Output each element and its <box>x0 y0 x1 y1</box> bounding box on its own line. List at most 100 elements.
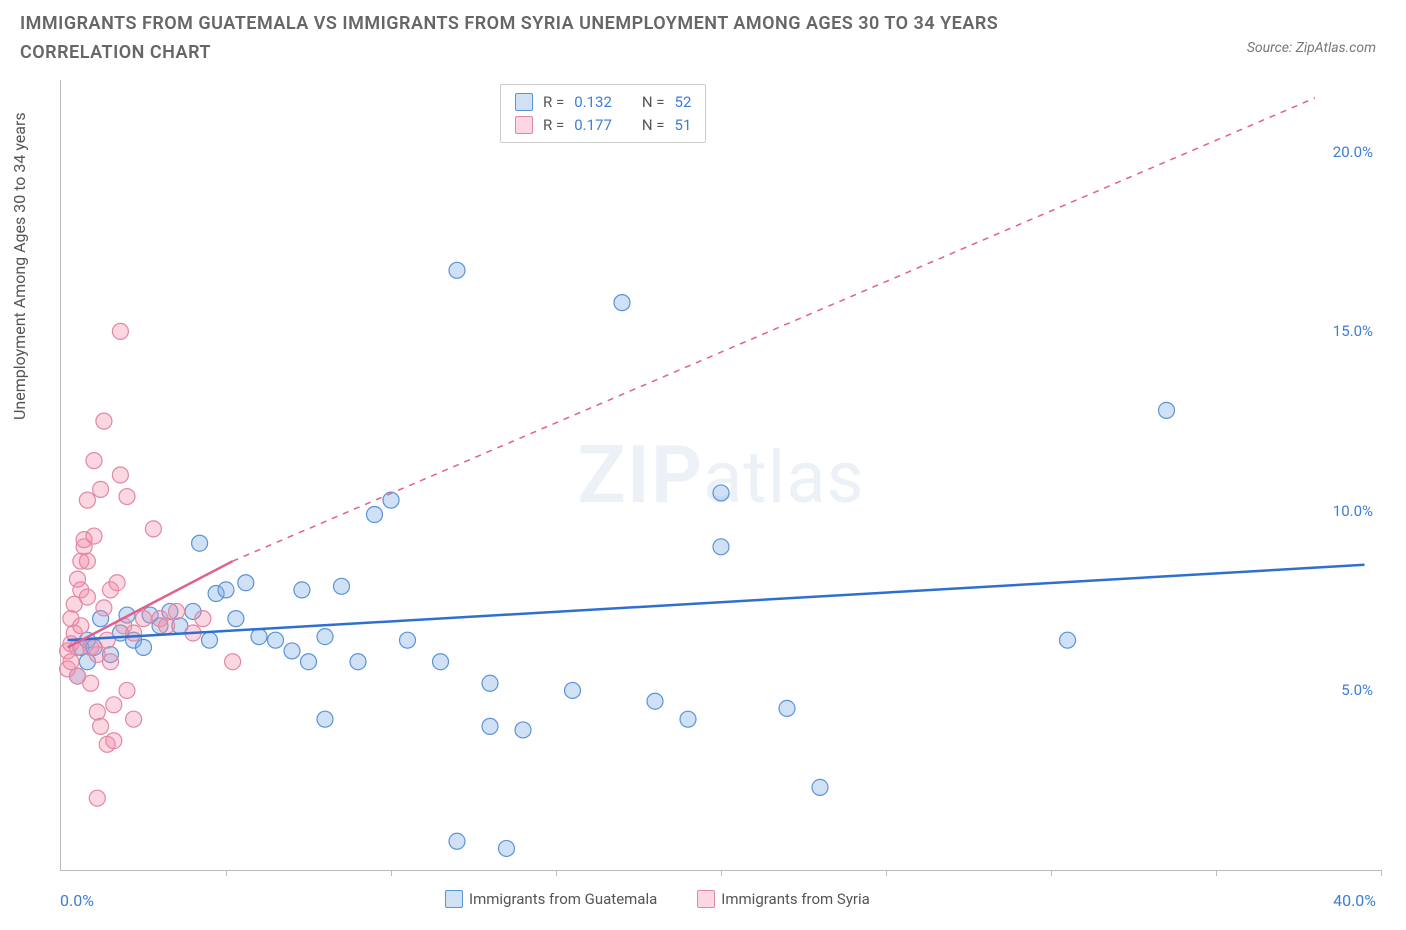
data-point <box>482 675 498 691</box>
data-point <box>89 704 105 720</box>
data-point <box>112 467 128 483</box>
correlation-legend: R = 0.132 N = 52 R = 0.177 N = 51 <box>500 84 706 143</box>
data-point <box>449 833 465 849</box>
data-point <box>317 629 333 645</box>
legend-n-guatemala: 52 <box>675 91 692 114</box>
x-tick <box>556 870 557 876</box>
data-point <box>499 840 515 856</box>
x-tick <box>886 870 887 876</box>
data-point <box>79 589 95 605</box>
data-point <box>119 682 135 698</box>
data-point <box>812 779 828 795</box>
legend-item-guatemala: Immigrants from Guatemala <box>445 890 657 908</box>
data-point <box>225 654 241 670</box>
y-tick-label: 10.0% <box>1333 502 1373 520</box>
data-point <box>112 323 128 339</box>
trend-line <box>68 565 1365 640</box>
y-tick-label: 20.0% <box>1333 143 1373 161</box>
swatch-syria <box>515 116 533 134</box>
swatch-guatemala <box>445 890 463 908</box>
data-point <box>647 693 663 709</box>
data-point <box>294 582 310 598</box>
series-legend: Immigrants from Guatemala Immigrants fro… <box>445 890 870 908</box>
data-point <box>284 643 300 659</box>
legend-r-label: R = <box>543 114 564 137</box>
data-point <box>565 682 581 698</box>
legend-row-syria: R = 0.177 N = 51 <box>515 114 691 137</box>
data-point <box>89 790 105 806</box>
data-point <box>317 711 333 727</box>
source-attribution: Source: ZipAtlas.com <box>1247 40 1376 56</box>
data-point <box>169 603 185 619</box>
data-point <box>301 654 317 670</box>
data-point <box>238 575 254 591</box>
data-point <box>99 632 115 648</box>
chart-area: ZIPatlas 5.0%10.0%15.0%20.0% <box>60 80 1380 870</box>
legend-n-label: N = <box>642 91 665 114</box>
data-point <box>83 675 99 691</box>
data-point <box>79 553 95 569</box>
data-point <box>103 654 119 670</box>
x-tick <box>1051 870 1052 876</box>
legend-n-label: N = <box>642 114 665 137</box>
data-point <box>119 489 135 505</box>
x-axis-min-label: 0.0% <box>60 891 94 910</box>
y-tick-label: 5.0% <box>1341 681 1373 699</box>
data-point <box>1060 632 1076 648</box>
data-point <box>79 492 95 508</box>
data-point <box>350 654 366 670</box>
data-point <box>515 722 531 738</box>
scatter-svg <box>61 80 1381 870</box>
data-point <box>251 629 267 645</box>
y-axis-label: Unemployment Among Ages 30 to 34 years <box>10 112 29 420</box>
data-point <box>433 654 449 670</box>
data-point <box>268 632 284 648</box>
x-tick <box>721 870 722 876</box>
legend-row-guatemala: R = 0.132 N = 52 <box>515 91 691 114</box>
data-point <box>86 453 102 469</box>
data-point <box>400 632 416 648</box>
data-point <box>218 582 234 598</box>
data-point <box>96 413 112 429</box>
data-point <box>106 733 122 749</box>
data-point <box>136 639 152 655</box>
legend-r-syria: 0.177 <box>574 114 612 137</box>
data-point <box>109 575 125 591</box>
data-point <box>482 718 498 734</box>
data-point <box>228 611 244 627</box>
data-point <box>449 262 465 278</box>
data-point <box>96 600 112 616</box>
x-tick <box>391 870 392 876</box>
data-point <box>202 632 218 648</box>
legend-r-label: R = <box>543 91 564 114</box>
data-point <box>680 711 696 727</box>
data-point <box>713 539 729 555</box>
data-point <box>136 611 152 627</box>
data-point <box>334 578 350 594</box>
data-point <box>1159 402 1175 418</box>
data-point <box>93 481 109 497</box>
x-tick <box>226 870 227 876</box>
data-point <box>614 295 630 311</box>
chart-title: IMMIGRANTS FROM GUATEMALA VS IMMIGRANTS … <box>20 10 1120 68</box>
data-point <box>383 492 399 508</box>
data-point <box>192 535 208 551</box>
legend-r-guatemala: 0.132 <box>574 91 612 114</box>
data-point <box>126 625 142 641</box>
data-point <box>63 654 79 670</box>
data-point <box>159 618 175 634</box>
data-point <box>93 718 109 734</box>
data-point <box>779 700 795 716</box>
x-axis-max-label: 40.0% <box>1333 891 1376 910</box>
data-point <box>126 711 142 727</box>
trend-line-extrapolated <box>233 98 1315 561</box>
plot-frame: ZIPatlas 5.0%10.0%15.0%20.0% <box>60 80 1381 871</box>
legend-label-guatemala: Immigrants from Guatemala <box>469 890 657 908</box>
swatch-guatemala <box>515 93 533 111</box>
data-point <box>713 485 729 501</box>
data-point <box>195 611 211 627</box>
x-tick <box>1381 870 1382 876</box>
data-point <box>367 507 383 523</box>
legend-label-syria: Immigrants from Syria <box>721 890 870 908</box>
data-point <box>145 521 161 537</box>
